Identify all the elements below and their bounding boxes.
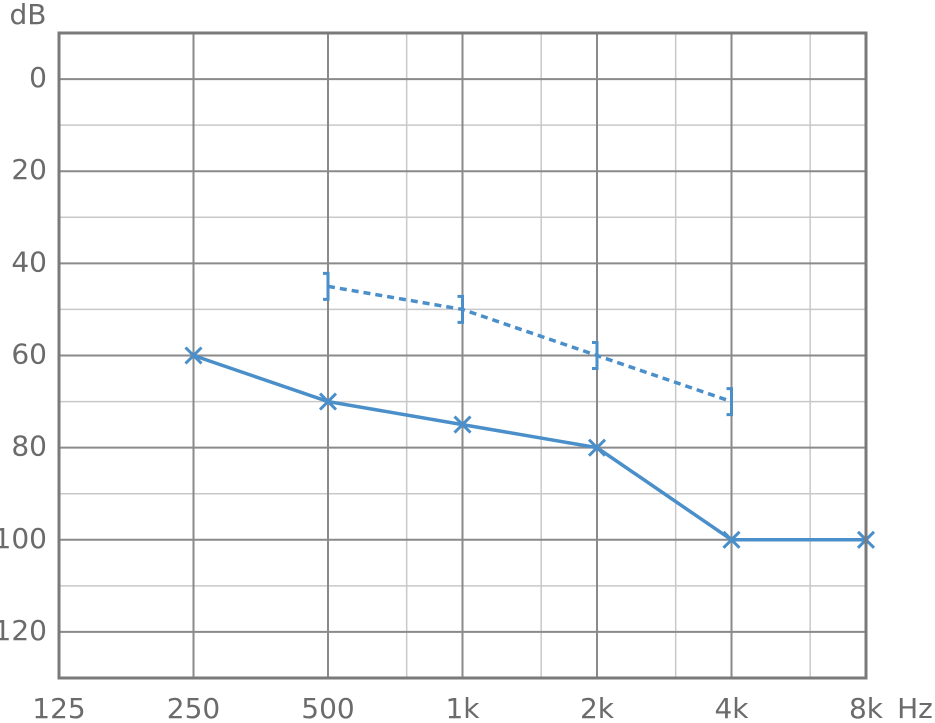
y-tick-label: 0 xyxy=(29,61,47,94)
marker-stroke xyxy=(318,392,338,411)
plot-frame xyxy=(57,31,868,680)
y-tick-label: 100 xyxy=(0,522,47,555)
x-tick-label: 1k xyxy=(445,692,480,723)
marker-stroke xyxy=(184,346,203,365)
data-point xyxy=(457,294,464,324)
series-line xyxy=(327,284,733,404)
data-point xyxy=(722,530,741,549)
marker-stroke xyxy=(592,341,599,370)
marker-stroke xyxy=(722,530,741,549)
data-point xyxy=(587,438,607,457)
data-point xyxy=(726,387,733,417)
series-line xyxy=(192,353,866,542)
y-tick-label: 120 xyxy=(0,614,47,647)
y-axis-label: dB xyxy=(10,0,47,31)
y-tick-label: 60 xyxy=(11,338,47,371)
y-tick-label: 40 xyxy=(11,245,47,278)
data-point xyxy=(323,271,330,301)
x-tick-label: 250 xyxy=(167,692,220,723)
data-point xyxy=(318,392,338,411)
marker-stroke xyxy=(726,387,733,417)
x-axis-label: Hz xyxy=(897,692,933,723)
y-tick-label: 20 xyxy=(11,153,47,186)
x-tick-label: 125 xyxy=(32,692,85,723)
marker-stroke xyxy=(587,438,607,457)
marker-stroke xyxy=(453,415,472,434)
data-point xyxy=(453,415,472,434)
x-tick-label: 2k xyxy=(580,692,615,723)
marker-stroke xyxy=(457,294,464,324)
data-point xyxy=(592,341,599,370)
data-point xyxy=(184,346,203,365)
x-tick-label: 8k xyxy=(849,692,884,723)
x-tick-label: 500 xyxy=(301,692,354,723)
marker-stroke xyxy=(323,271,330,301)
x-tick-label: 4k xyxy=(714,692,749,723)
y-tick-label: 80 xyxy=(11,430,47,463)
